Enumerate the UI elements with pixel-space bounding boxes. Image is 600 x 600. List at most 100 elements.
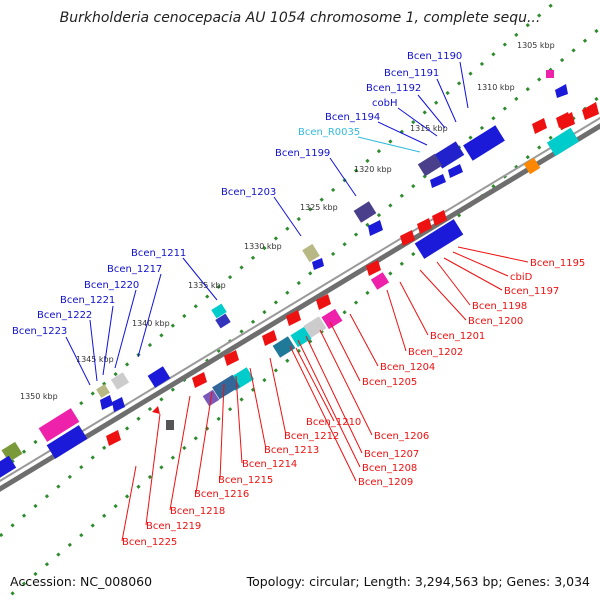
- gene-label[interactable]: Bcen_1207: [364, 449, 419, 460]
- gene-label[interactable]: Bcen_1210: [306, 417, 361, 428]
- upper-gene-features: [0, 70, 568, 479]
- gene-bcen-1203b[interactable]: [312, 258, 324, 270]
- gene-bcen-1204[interactable]: [370, 272, 390, 290]
- gene-upper-big2[interactable]: [46, 425, 88, 459]
- gene-label[interactable]: Bcen_1222: [37, 310, 92, 321]
- gene-upper-left2[interactable]: [0, 455, 17, 479]
- gene-bcen-1216[interactable]: [212, 374, 240, 400]
- gene-bcen-1222[interactable]: [100, 395, 113, 410]
- tick-label: 1335 kbp: [188, 281, 226, 290]
- gene-bcen-1206[interactable]: [321, 308, 343, 330]
- tick-label: 1305 kbp: [517, 41, 555, 50]
- gene-bcen-1221[interactable]: [96, 384, 110, 398]
- gene-label[interactable]: Bcen_1190: [407, 51, 462, 62]
- gene-bcen-1195[interactable]: [414, 219, 464, 259]
- gene-bcen-1199[interactable]: [353, 201, 377, 223]
- gene-lower-gray[interactable]: [166, 420, 174, 430]
- gene-upper-big[interactable]: [38, 408, 80, 442]
- gene-right-1[interactable]: [558, 112, 575, 130]
- gene-bcen-1200[interactable]: [523, 157, 541, 175]
- tick-label: 1350 kbp: [20, 392, 58, 401]
- inner-dotted-ring: [0, 0, 560, 474]
- tick-label: 1310 kbp: [477, 83, 515, 92]
- gene-label[interactable]: Bcen_1197: [504, 286, 559, 297]
- gene-bcen-1199b[interactable]: [368, 220, 383, 236]
- gene-bcen-1214[interactable]: [224, 350, 239, 366]
- gene-label[interactable]: Bcen_1195: [530, 258, 585, 269]
- gene-bcen-1202b[interactable]: [432, 210, 447, 226]
- gene-label[interactable]: Bcen_1208: [362, 463, 417, 474]
- gene-label[interactable]: Bcen_1225: [122, 537, 177, 548]
- tick-label: 1330 kbp: [244, 242, 282, 251]
- backbone-line-2: [0, 116, 600, 483]
- gene-label[interactable]: Bcen_1192: [366, 83, 421, 94]
- gene-label[interactable]: Bcen_1218: [170, 506, 225, 517]
- gene-label[interactable]: Bcen_1220: [84, 280, 139, 291]
- gene-bcen-1192-arrow[interactable]: [448, 164, 463, 178]
- gene-label[interactable]: Bcen_1209: [358, 477, 413, 488]
- gene-bcen-1201[interactable]: [400, 230, 415, 246]
- gene-label[interactable]: Bcen_1211: [131, 248, 186, 259]
- tick-label: 1325 kbp: [300, 203, 338, 212]
- gene-label[interactable]: Bcen_1219: [146, 521, 201, 532]
- gene-bcen-1202[interactable]: [417, 218, 432, 234]
- gene-bcen-1191[interactable]: [433, 141, 465, 169]
- lower-gene-labels: Bcen_1195 cbiD Bcen_1197 Bcen_1198 Bcen_…: [122, 258, 585, 548]
- gene-label[interactable]: Bcen_1205: [362, 377, 417, 388]
- lower-gene-features: [106, 102, 599, 446]
- gene-label[interactable]: Bcen_1199: [275, 148, 330, 159]
- gene-label[interactable]: Bcen_1198: [472, 301, 527, 312]
- gene-label[interactable]: Bcen_1202: [408, 347, 463, 358]
- gene-bcen-1212[interactable]: [272, 336, 296, 358]
- gene-label[interactable]: Bcen_1223: [12, 326, 67, 337]
- gene-bcen-1208[interactable]: [286, 310, 301, 326]
- gene-label[interactable]: Bcen_1217: [107, 264, 162, 275]
- map-title: Burkholderia cenocepacia AU 1054 chromos…: [59, 10, 541, 26]
- gene-bcen-1203[interactable]: [302, 243, 320, 263]
- gene-lower-tiny[interactable]: [152, 406, 160, 414]
- gene-bcen-1197[interactable]: [532, 118, 547, 134]
- gene-bcen-1211[interactable]: [211, 303, 227, 319]
- gene-bcen-1211b[interactable]: [215, 313, 231, 329]
- gene-label[interactable]: Bcen_1216: [194, 489, 249, 500]
- tick-label: 1340 kbp: [132, 319, 170, 328]
- gene-label[interactable]: cobH: [372, 98, 397, 109]
- gene-bcen-1225[interactable]: [106, 430, 121, 446]
- gene-label[interactable]: Bcen_1206: [374, 431, 429, 442]
- gene-label[interactable]: Bcen_1204: [380, 362, 435, 373]
- gene-bcen-1223[interactable]: [112, 397, 125, 412]
- gene-bcen-1205[interactable]: [366, 260, 381, 276]
- gene-label[interactable]: Bcen_1200: [468, 316, 523, 327]
- gene-label[interactable]: cbiD: [510, 272, 533, 283]
- gene-bcen-1194-arrow[interactable]: [430, 174, 446, 188]
- gene-label[interactable]: Bcen_1213: [264, 445, 319, 456]
- gene-label[interactable]: Bcen_1201: [430, 331, 485, 342]
- gene-cobh[interactable]: [417, 153, 443, 177]
- gene-bcen-1190[interactable]: [463, 125, 505, 161]
- gene-bcen-1207[interactable]: [303, 316, 327, 338]
- backbone-line: [0, 123, 600, 492]
- gene-bcen-1220[interactable]: [110, 372, 130, 390]
- gene-label[interactable]: Bcen_1203: [221, 187, 276, 198]
- gene-bcen-1218[interactable]: [192, 372, 207, 388]
- gene-label[interactable]: Bcen_1214: [242, 459, 297, 470]
- gene-bcen-1210[interactable]: [290, 326, 312, 348]
- gene-label[interactable]: Bcen_1212: [284, 431, 339, 442]
- gene-cbid[interactable]: [546, 127, 580, 157]
- tick-label: 1320 kbp: [354, 165, 392, 174]
- gene-right-2[interactable]: [582, 102, 599, 120]
- gene-top-right[interactable]: [555, 84, 568, 98]
- topology-text: Topology: circular; Length: 3,294,563 bp…: [246, 574, 590, 589]
- gene-label[interactable]: Bcen_1194: [325, 112, 380, 123]
- gene-label[interactable]: Bcen_1215: [218, 475, 273, 486]
- gene-upper-1[interactable]: [147, 366, 171, 388]
- gene-bcen-1209[interactable]: [316, 294, 331, 310]
- gene-label[interactable]: Bcen_R0035: [298, 127, 360, 138]
- gene-bcen-1213[interactable]: [262, 330, 277, 346]
- lower-leader-lines: [121, 246, 529, 542]
- gene-top-pink[interactable]: [546, 70, 554, 78]
- gene-label[interactable]: Bcen_1221: [60, 295, 115, 306]
- gene-label[interactable]: Bcen_1191: [384, 68, 439, 79]
- upper-leader-lines: [65, 61, 469, 386]
